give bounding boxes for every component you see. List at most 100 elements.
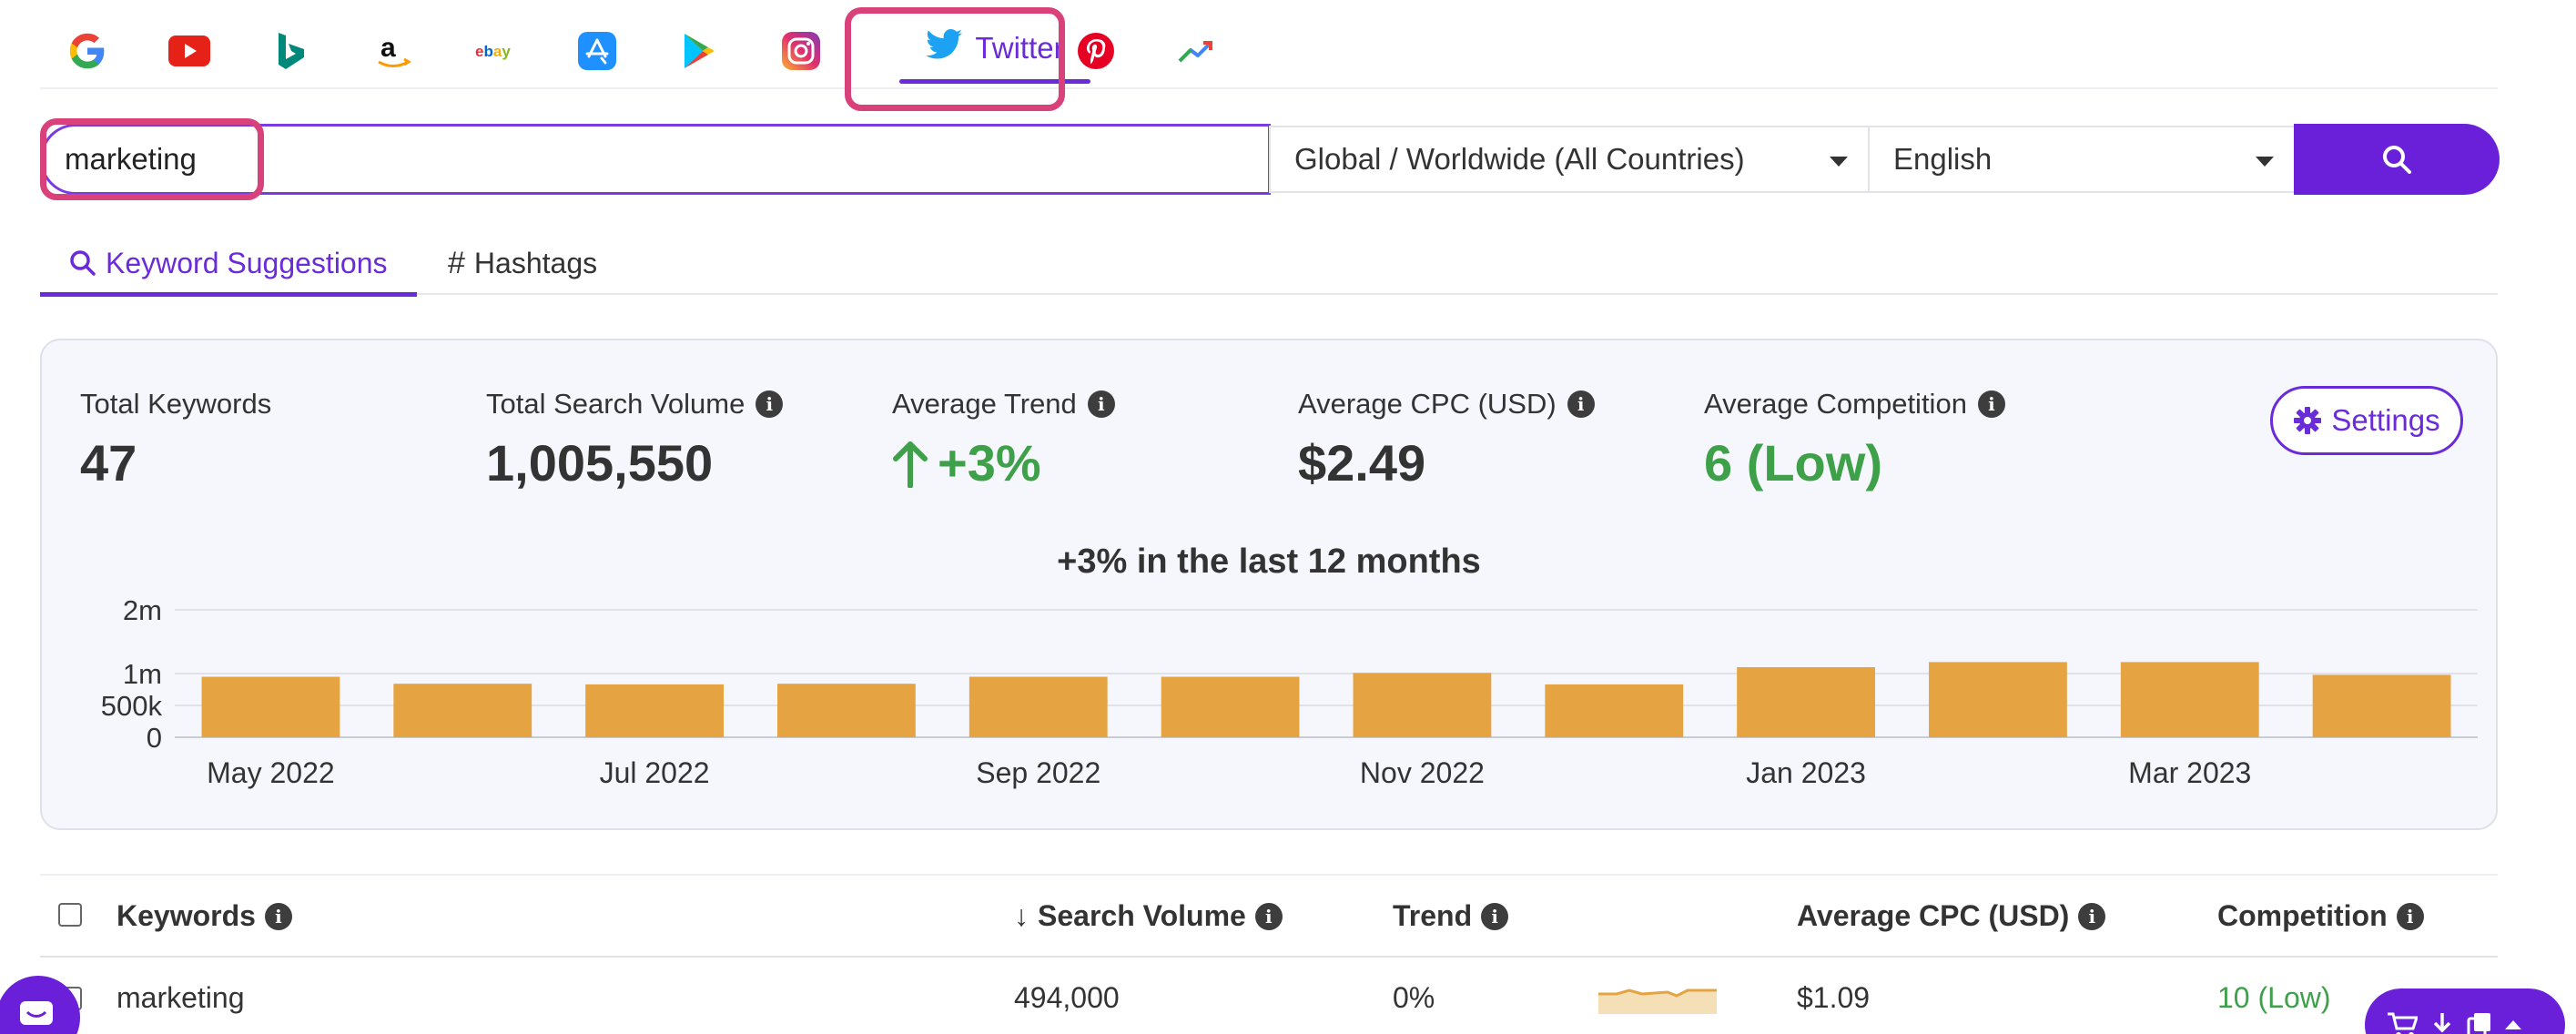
tab-keyword-suggestions[interactable]: Keyword Suggestions <box>40 233 416 297</box>
ebay-icon[interactable]: ebay <box>472 27 519 75</box>
col-search-volume-label: Search Volume <box>1038 899 1246 932</box>
stat-average-cpc: Average CPC (USD) i $2.49 <box>1298 388 1595 492</box>
search-icon <box>2383 146 2411 174</box>
stat-average-competition-value: 6 (Low) <box>1704 434 1882 492</box>
settings-button[interactable]: Settings <box>2270 386 2463 455</box>
floating-actions[interactable] <box>2365 988 2565 1034</box>
stat-total-volume-value: 1,005,550 <box>486 434 714 492</box>
info-icon[interactable]: i <box>2396 902 2424 930</box>
y-tick-label: 2m <box>123 594 162 626</box>
info-icon[interactable]: i <box>756 390 784 418</box>
tab-twitter-label: Twitter <box>975 31 1064 65</box>
pinterest-icon[interactable] <box>1072 27 1120 75</box>
info-icon[interactable]: i <box>1977 390 2005 418</box>
row-keyword[interactable]: marketing <box>117 981 245 1014</box>
row-trend-sparkline <box>1598 988 1717 1014</box>
stat-total-volume-label: Total Search Volume <box>486 388 745 420</box>
stat-total-volume: Total Search Volume i 1,005,550 <box>486 388 784 492</box>
info-icon[interactable]: i <box>1254 902 1283 930</box>
stat-average-trend: Average Trend i +3% <box>892 388 1115 492</box>
tab-keyword-suggestions-label: Keyword Suggestions <box>106 246 388 279</box>
chevron-up-icon[interactable] <box>2505 1020 2521 1029</box>
keyword-table-header: Keywords i ↓ Search Volume i Trend i Averag… <box>40 874 2498 958</box>
tab-twitter[interactable]: Twitter <box>890 11 1100 86</box>
info-icon[interactable]: i <box>1481 902 1509 930</box>
chevron-down-icon <box>1830 157 1848 167</box>
chart-bar[interactable] <box>1737 667 1875 737</box>
chart-bar[interactable] <box>1929 662 2067 737</box>
info-icon[interactable]: i <box>1087 390 1115 418</box>
instagram-icon[interactable] <box>777 27 825 75</box>
google-play-icon[interactable] <box>675 27 723 75</box>
chart-bar[interactable] <box>393 684 532 737</box>
info-icon[interactable]: i <box>1567 390 1595 418</box>
info-icon[interactable]: i <box>264 902 292 930</box>
stat-average-competition: Average Competition i 6 (Low) <box>1704 388 2005 492</box>
chart-bar[interactable] <box>1545 684 1684 737</box>
youtube-icon[interactable] <box>166 27 213 75</box>
search-row: Global / Worldwide (All Countries) Engli… <box>40 124 2500 195</box>
location-select-value: Global / Worldwide (All Countries) <box>1294 142 1745 176</box>
stat-average-cpc-value: $2.49 <box>1298 434 1426 492</box>
sort-desc-icon: ↓ <box>1014 899 1029 932</box>
bing-icon[interactable] <box>268 27 315 75</box>
summary-card: Total Keywords 47 Total Search Volume i 1… <box>40 339 2498 830</box>
x-tick-label: Sep 2022 <box>976 756 1100 789</box>
language-select[interactable]: English <box>1868 126 2296 193</box>
chart-bar[interactable] <box>201 676 340 738</box>
language-select-value: English <box>1893 142 1993 176</box>
stat-total-keywords-label: Total Keywords <box>80 388 272 420</box>
chart-bar[interactable] <box>1353 673 1492 737</box>
chart-bar[interactable] <box>585 684 724 737</box>
chat-icon <box>20 1001 53 1025</box>
col-average-cpc: Average CPC (USD) i <box>1797 899 2106 933</box>
settings-button-label: Settings <box>2331 403 2440 437</box>
chart-bar[interactable] <box>969 676 1108 738</box>
chart-bar[interactable] <box>2312 674 2451 737</box>
y-tick-label: 1m <box>123 658 162 690</box>
tab-hashtags[interactable]: # Hashtags <box>448 233 597 293</box>
keyword-search-input[interactable] <box>40 124 1271 195</box>
location-select[interactable]: Global / Worldwide (All Countries) <box>1269 126 1870 193</box>
col-search-volume[interactable]: ↓ Search Volume i <box>1014 899 1283 933</box>
app-store-icon[interactable] <box>573 27 621 75</box>
row-average-cpc: $1.09 <box>1797 981 1871 1014</box>
y-tick-label: 500k <box>101 690 163 722</box>
stat-average-trend-value: +3% <box>938 434 1041 492</box>
arrow-up-icon <box>893 441 928 488</box>
cart-icon[interactable] <box>2387 1011 2418 1034</box>
source-tabs: a ebay Twitter <box>40 0 2498 89</box>
tab-hashtags-label: Hashtags <box>473 246 598 279</box>
chart-title: +3% in the last 12 months <box>1057 542 1481 581</box>
row-trend: 0% <box>1393 981 1435 1014</box>
row-search-volume: 494,000 <box>1014 981 1120 1014</box>
gear-icon <box>2294 407 2322 434</box>
twitter-icon <box>926 29 963 67</box>
x-tick-label: Jul 2022 <box>600 756 710 789</box>
stat-average-trend-label: Average Trend <box>892 388 1077 420</box>
google-icon[interactable] <box>64 27 111 75</box>
trends-icon[interactable] <box>1174 27 1222 75</box>
col-competition-label: Competition <box>2217 899 2388 932</box>
chart-bar[interactable] <box>777 684 916 737</box>
col-average-cpc-label: Average CPC (USD) <box>1797 899 2070 932</box>
x-tick-label: May 2022 <box>207 756 335 789</box>
copy-icon[interactable] <box>2467 1011 2492 1034</box>
download-icon[interactable] <box>2430 1011 2454 1034</box>
x-tick-label: Nov 2022 <box>1360 756 1485 789</box>
chevron-down-icon <box>2256 157 2274 167</box>
col-keywords-label: Keywords <box>117 899 256 932</box>
chart-bar[interactable] <box>1161 676 1300 738</box>
info-icon[interactable]: i <box>2078 902 2106 930</box>
select-all-checkbox[interactable] <box>58 903 82 927</box>
stat-total-keywords-value: 47 <box>80 434 137 492</box>
amazon-icon[interactable]: a <box>370 27 417 75</box>
x-tick-label: Jan 2023 <box>1746 756 1866 789</box>
table-row: marketing 494,000 0% $1.09 10 (Low) <box>40 958 2498 1034</box>
chart-bar[interactable] <box>2120 662 2259 737</box>
search-icon <box>70 250 96 276</box>
search-button[interactable] <box>2294 124 2500 195</box>
row-competition: 10 (Low) <box>2217 981 2331 1014</box>
stat-average-competition-label: Average Competition <box>1704 388 1967 420</box>
